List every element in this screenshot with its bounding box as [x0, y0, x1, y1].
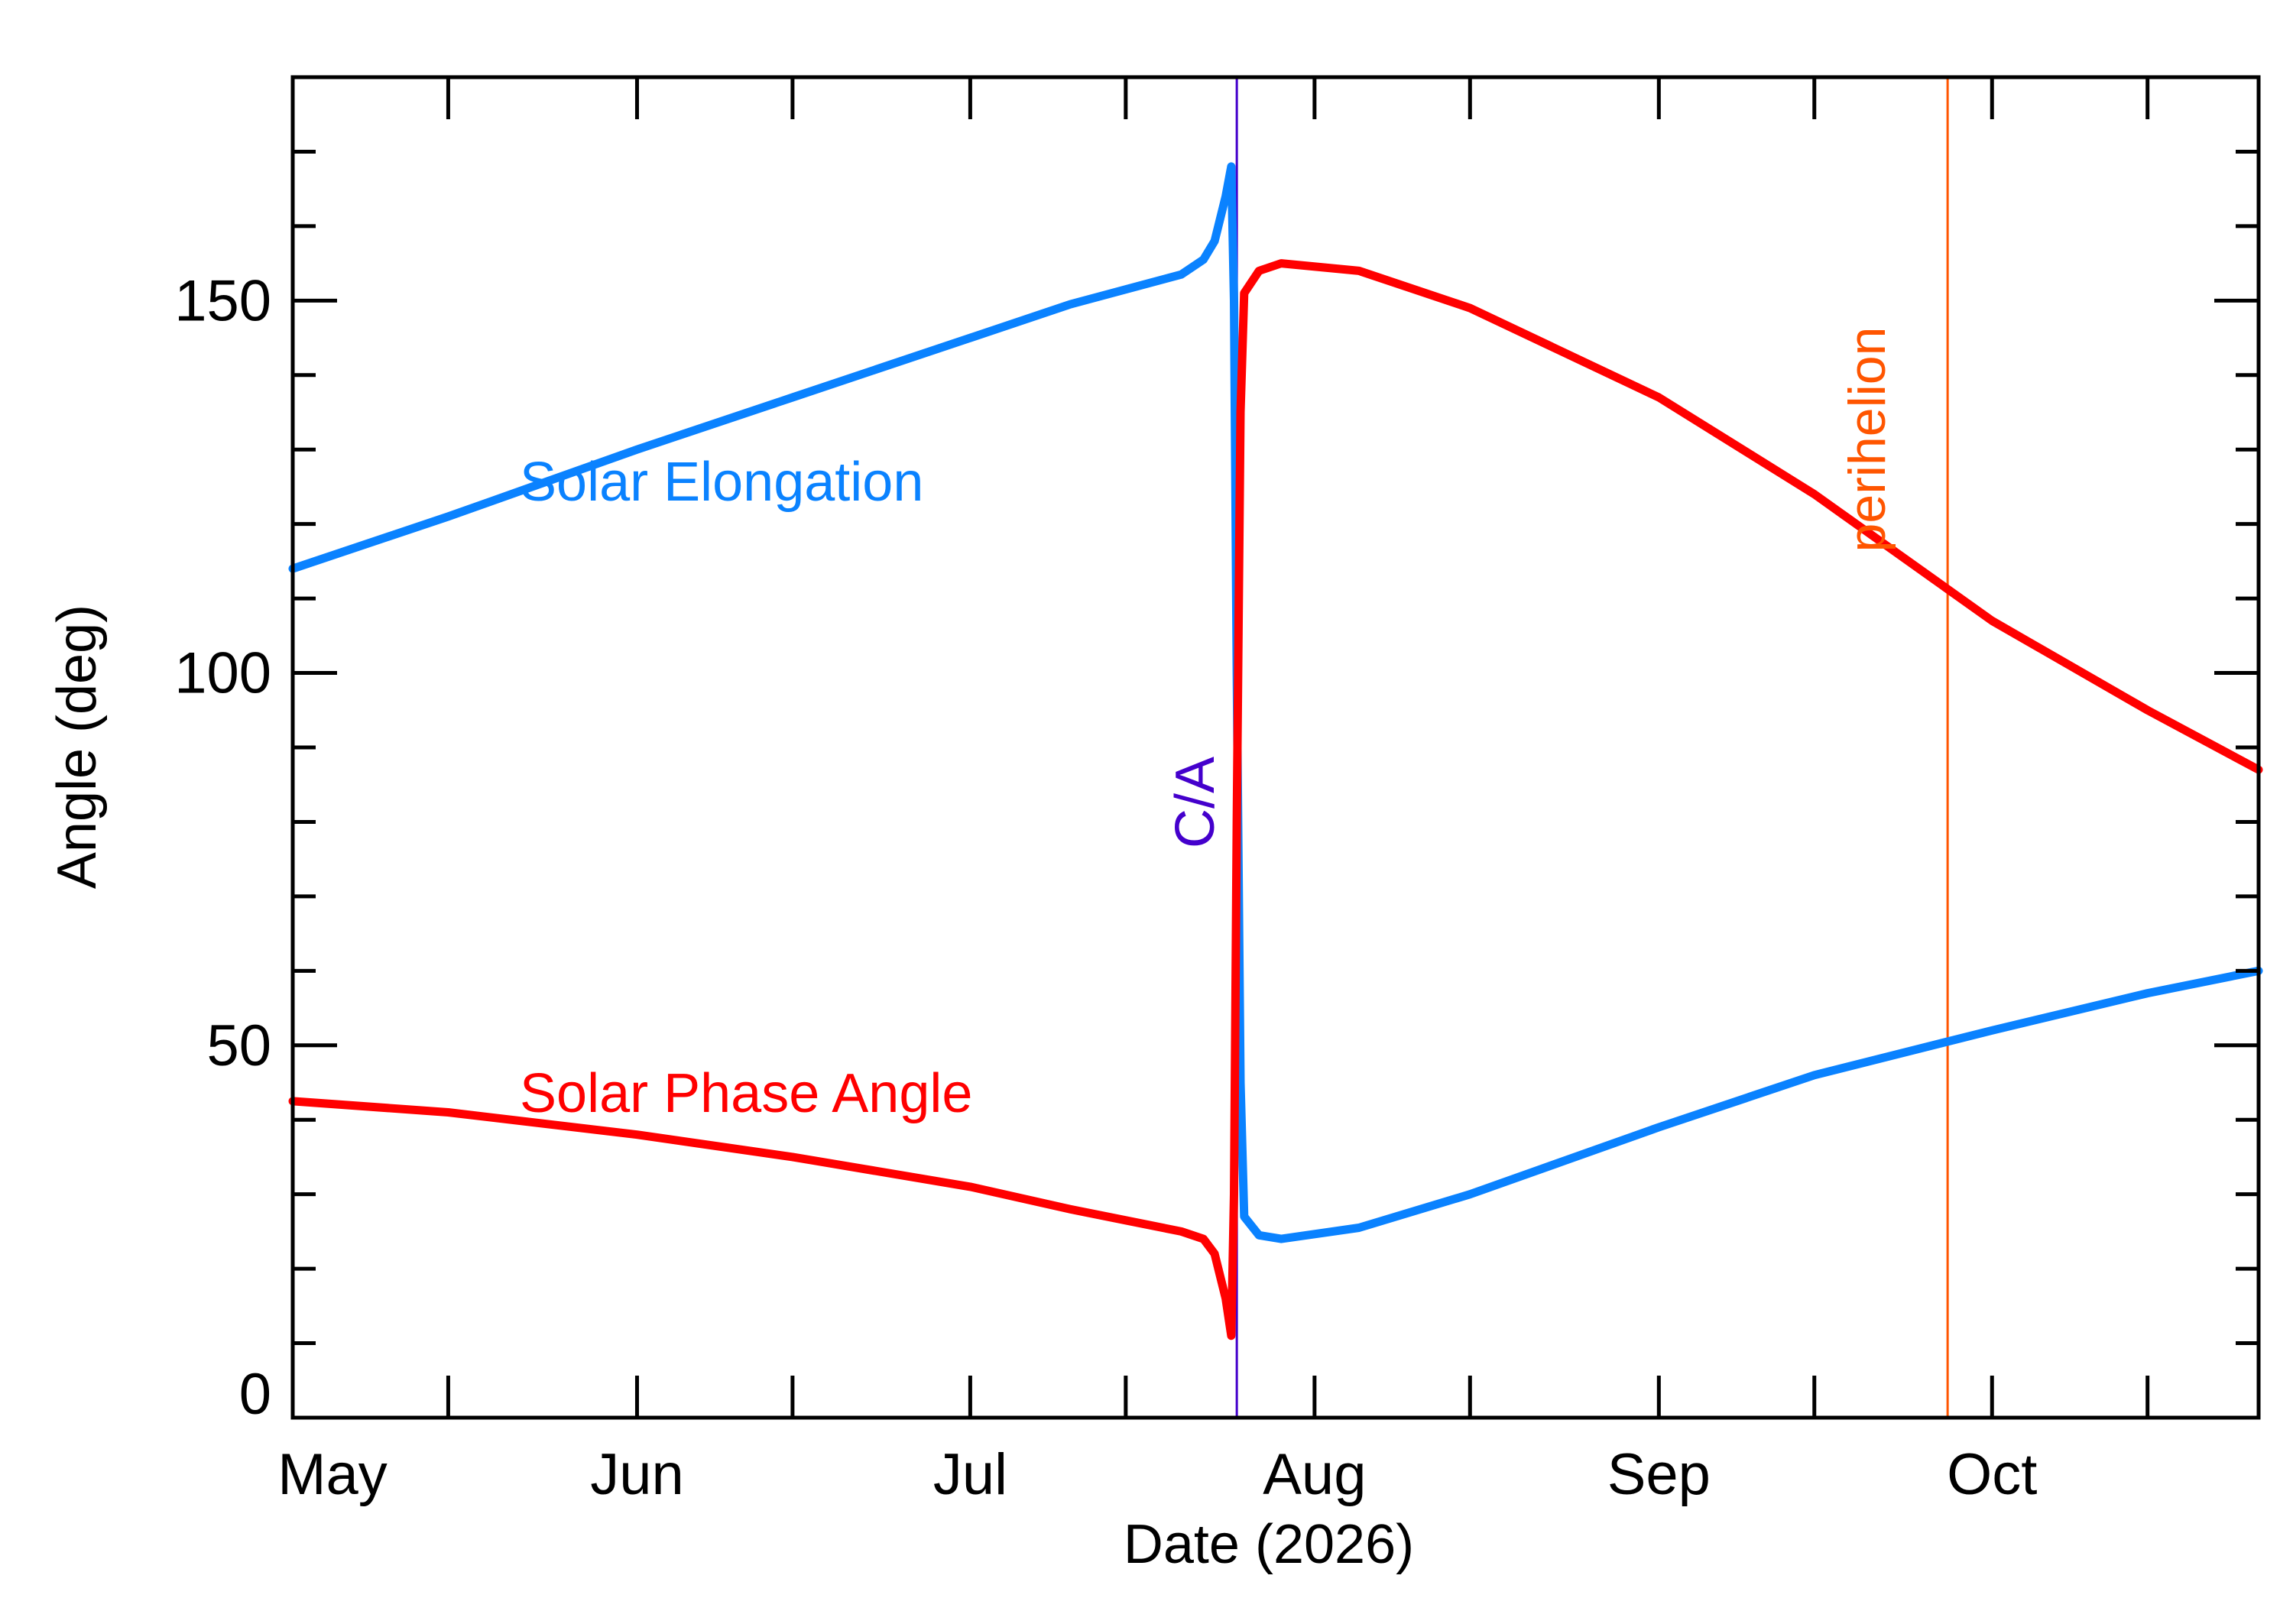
x-axis-title: Date (2026)	[1124, 1514, 1414, 1575]
series-line	[288, 162, 2263, 1243]
series-labels: Solar Elongation Solar Phase Angle	[520, 452, 972, 1124]
axis-ticks	[290, 77, 2259, 1420]
y-tick-label: 0	[239, 1362, 271, 1427]
marker-label: perihelion	[1838, 327, 1896, 553]
marker-label: C/A	[1165, 757, 1226, 848]
series-line	[288, 259, 2263, 1340]
plot-frame	[290, 75, 2261, 1420]
x-tick-label: Sep	[1607, 1442, 1711, 1507]
y-tick-label: 150	[174, 268, 271, 333]
x-tick-label: Aug	[1263, 1442, 1366, 1507]
series-label: Solar Phase Angle	[520, 1063, 972, 1124]
x-tick-label: Oct	[1947, 1442, 2037, 1507]
y-axis-title: Angle (deg)	[47, 605, 108, 889]
x-tick-label: Jun	[590, 1442, 684, 1507]
y-tick-label: 50	[206, 1013, 271, 1078]
series-label: Solar Elongation	[520, 452, 923, 513]
tick-labels: May Jun Jul Aug Sep Oct 0 50 100 150	[174, 268, 2037, 1507]
plot-content	[288, 77, 2263, 1418]
y-tick-label: 100	[174, 641, 271, 706]
vertical-markers: C/A perihelion	[1165, 327, 1896, 848]
x-tick-label: May	[277, 1442, 388, 1507]
x-tick-label: Jul	[933, 1442, 1007, 1507]
